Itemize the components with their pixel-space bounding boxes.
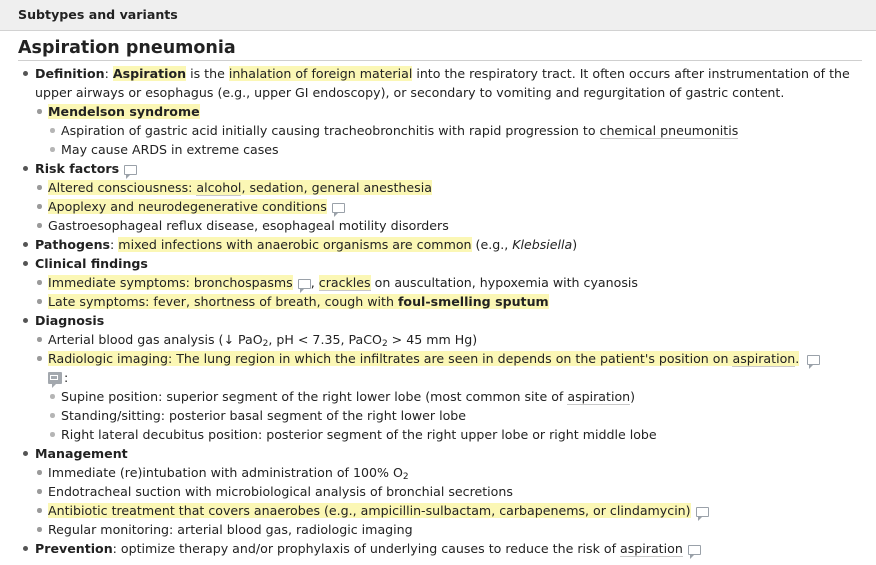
mendelson-sublist: Aspiration of gastric acid initially cau…: [48, 121, 862, 159]
list-item: Standing/sitting: posterior basal segmen…: [48, 406, 862, 425]
comment-icon[interactable]: [807, 355, 821, 369]
list-item: Aspiration of gastric acid initially cau…: [48, 121, 862, 140]
list-item: Immediate (re)intubation with administra…: [35, 463, 862, 482]
article-section: Aspiration pneumonia Definition: Aspirat…: [0, 31, 876, 559]
definition-sublist: Mendelson syndrome Aspiration of gastric…: [35, 102, 862, 159]
list-item: Gastroesophageal reflux disease, esophag…: [35, 216, 862, 235]
risk-factors-sublist: Altered consciousness: alcohol, sedation…: [35, 178, 862, 235]
list-item: Radiologic imaging: The lung region in w…: [35, 349, 862, 444]
definition-highlight[interactable]: inhalation of foreign material: [228, 66, 413, 81]
foul-smelling-sputum-term[interactable]: foul-smelling sputum: [397, 294, 549, 309]
clinical-findings-item: Clinical findings Immediate symptoms: br…: [18, 254, 862, 311]
list-item: Altered consciousness: alcohol, sedation…: [35, 178, 862, 197]
list-item: Apoplexy and neurodegenerative condition…: [35, 197, 862, 217]
clinical-findings-sublist: Immediate symptoms: bronchospasms, crack…: [35, 273, 862, 311]
mendelson-label[interactable]: Mendelson syndrome: [48, 104, 200, 119]
aspiration-link[interactable]: aspiration: [732, 351, 796, 367]
list-item: Endotracheal suction with microbiologica…: [35, 482, 862, 501]
diagnosis-sublist: Arterial blood gas analysis (↓ PaO2, pH …: [35, 330, 862, 444]
diagnosis-label: Diagnosis: [35, 313, 105, 328]
section-title: Aspiration pneumonia: [18, 37, 862, 61]
comment-icon[interactable]: [687, 545, 701, 559]
diagnosis-positions-sublist: Supine position: superior segment of the…: [48, 387, 862, 444]
diagnosis-item: Diagnosis Arterial blood gas analysis (↓…: [18, 311, 862, 444]
list-item: Arterial blood gas analysis (↓ PaO2, pH …: [35, 330, 862, 349]
management-item: Management Immediate (re)intubation with…: [18, 444, 862, 539]
section-header-title: Subtypes and variants: [18, 7, 178, 22]
risk-factors-item: Risk factors Altered consciousness: alco…: [18, 159, 862, 235]
section-header-bar[interactable]: Subtypes and variants: [0, 0, 876, 31]
aspiration-link[interactable]: aspiration: [620, 541, 683, 557]
crackles-link[interactable]: crackles: [318, 275, 371, 291]
definition-item: Definition: Aspiration is the inhalation…: [18, 64, 862, 159]
main-list: Definition: Aspiration is the inhalation…: [18, 64, 862, 559]
image-icon[interactable]: [48, 372, 62, 388]
pathogens-label: Pathogens: [35, 237, 111, 252]
comment-icon[interactable]: [124, 165, 138, 179]
comment-icon[interactable]: [297, 279, 311, 293]
chemical-pneumonitis-link[interactable]: chemical pneumonitis: [599, 123, 739, 139]
management-label: Management: [35, 446, 128, 461]
prevention-item: Prevention: optimize therapy and/or prop…: [18, 539, 862, 559]
management-sublist: Immediate (re)intubation with administra…: [35, 463, 862, 539]
list-item: Immediate symptoms: bronchospasms, crack…: [35, 273, 862, 293]
list-item: Right lateral decubitus position: poster…: [48, 425, 862, 444]
aspiration-link[interactable]: aspiration: [567, 389, 631, 405]
list-item: May cause ARDS in extreme cases: [48, 140, 862, 159]
list-item: Regular monitoring: arterial blood gas, …: [35, 520, 862, 539]
list-item: Supine position: superior segment of the…: [48, 387, 862, 406]
clinical-findings-label: Clinical findings: [35, 256, 148, 271]
pathogens-item: Pathogens: mixed infections with anaerob…: [18, 235, 862, 254]
comment-icon[interactable]: [331, 203, 345, 217]
prevention-label: Prevention: [35, 541, 113, 556]
aspiration-term[interactable]: Aspiration: [112, 66, 187, 81]
mendelson-item: Mendelson syndrome Aspiration of gastric…: [35, 102, 862, 159]
alcohol-link[interactable]: alcohol: [196, 180, 242, 196]
comment-icon[interactable]: [695, 507, 709, 521]
list-item: Late symptoms: fever, shortness of breat…: [35, 292, 862, 311]
list-item: Antibiotic treatment that covers anaerob…: [35, 501, 862, 521]
risk-factors-label: Risk factors: [35, 161, 120, 176]
definition-label: Definition: [35, 66, 105, 81]
